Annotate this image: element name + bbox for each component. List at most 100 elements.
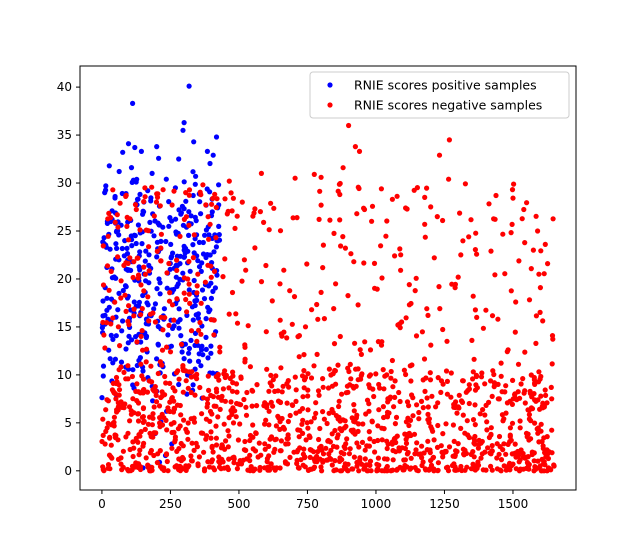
data-point <box>150 434 156 440</box>
data-point <box>263 417 269 423</box>
data-point <box>343 441 349 447</box>
data-point <box>488 463 494 469</box>
data-point <box>157 291 163 297</box>
data-point <box>224 211 230 217</box>
data-point <box>268 434 275 440</box>
data-point <box>351 418 357 424</box>
data-point <box>359 439 366 445</box>
data-point <box>509 187 516 193</box>
data-point <box>208 280 214 286</box>
data-point <box>121 262 127 268</box>
data-point <box>473 230 479 236</box>
data-point <box>154 194 161 200</box>
data-point <box>198 363 204 369</box>
data-point <box>113 333 119 339</box>
data-point <box>401 367 407 373</box>
data-point <box>392 253 398 259</box>
data-point <box>497 444 503 450</box>
data-point <box>510 195 516 201</box>
data-point <box>132 144 138 151</box>
data-point <box>213 423 219 429</box>
data-point <box>458 252 464 258</box>
data-point <box>216 232 222 238</box>
data-point <box>112 219 118 225</box>
data-point <box>193 173 199 179</box>
data-point <box>210 394 216 400</box>
data-point <box>154 286 160 292</box>
data-point <box>287 454 293 460</box>
y-tick-label: 35 <box>57 128 72 142</box>
data-point <box>121 369 127 375</box>
data-point <box>291 449 297 455</box>
data-point <box>403 419 409 425</box>
data-point <box>126 303 132 309</box>
data-point <box>499 412 505 418</box>
data-point <box>198 430 204 436</box>
data-point <box>104 397 110 403</box>
data-point <box>530 247 537 253</box>
data-point <box>182 341 188 347</box>
legend-marker <box>327 102 333 108</box>
data-point <box>270 377 276 383</box>
data-point <box>108 321 114 327</box>
data-point <box>173 370 180 376</box>
data-point <box>138 148 144 154</box>
data-point <box>176 381 182 388</box>
data-point <box>111 414 117 420</box>
data-point <box>104 263 111 269</box>
data-point <box>287 412 293 419</box>
data-point <box>549 450 555 456</box>
data-point <box>188 453 194 459</box>
data-point <box>351 402 357 408</box>
data-point <box>503 383 509 389</box>
data-point <box>146 318 152 324</box>
data-point <box>301 377 308 383</box>
data-point <box>318 174 324 180</box>
data-point <box>293 387 299 393</box>
data-point <box>174 296 180 302</box>
data-point <box>392 435 398 441</box>
data-point <box>141 288 147 294</box>
data-point <box>311 456 317 462</box>
data-point <box>344 436 350 442</box>
data-point <box>384 218 390 224</box>
data-point <box>132 202 139 208</box>
data-point <box>298 457 304 463</box>
data-point <box>364 443 370 449</box>
data-point <box>106 347 112 353</box>
data-point <box>512 329 518 335</box>
data-point <box>284 436 290 442</box>
data-point <box>384 414 391 420</box>
data-point <box>194 283 200 289</box>
data-point <box>146 280 152 286</box>
data-point <box>196 264 203 270</box>
data-point <box>186 369 192 375</box>
data-point <box>464 418 470 424</box>
data-point <box>364 397 371 403</box>
data-point <box>404 206 410 212</box>
data-point <box>271 465 277 471</box>
data-point <box>100 319 106 325</box>
data-point <box>372 449 378 455</box>
data-point <box>290 402 296 408</box>
data-point <box>531 377 538 383</box>
data-point <box>180 367 186 373</box>
data-point <box>192 302 198 309</box>
data-point <box>498 457 505 463</box>
data-point <box>139 328 145 334</box>
data-point <box>311 415 317 421</box>
data-point <box>122 283 129 289</box>
data-point <box>258 279 265 285</box>
data-point <box>335 362 341 368</box>
data-point <box>257 209 263 215</box>
data-point <box>192 181 198 187</box>
data-point <box>315 388 322 394</box>
data-point <box>329 431 335 437</box>
data-point <box>187 268 193 274</box>
data-point <box>176 156 182 162</box>
data-point <box>306 433 312 439</box>
data-point <box>230 373 236 379</box>
data-point <box>321 416 327 422</box>
data-point <box>275 413 281 419</box>
data-point <box>408 378 414 384</box>
